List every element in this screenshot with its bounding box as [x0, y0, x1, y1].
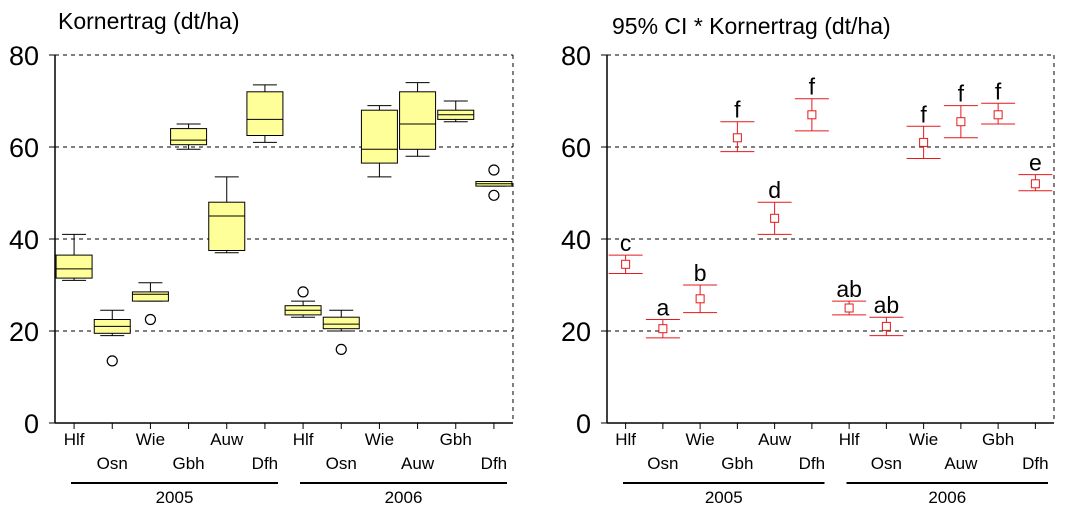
category-label: Wie: [909, 430, 938, 449]
category-label: Wie: [365, 430, 394, 449]
significance-letter: d: [768, 177, 781, 203]
significance-letter: f: [920, 101, 927, 127]
significance-letter: ab: [836, 276, 862, 302]
significance-letter: b: [694, 260, 707, 286]
category-label: Dfh: [252, 454, 278, 473]
category-label: Osn: [871, 454, 902, 473]
y-tick-label: 80: [9, 41, 39, 71]
year-label: 2006: [928, 488, 966, 507]
mean-marker: [844, 303, 854, 313]
box: [208, 201, 246, 251]
category-label: Dfh: [481, 454, 507, 473]
year-label: 2006: [385, 488, 423, 507]
category-label: Osn: [97, 454, 128, 473]
mean-marker: [881, 321, 891, 331]
category-label: Dfh: [799, 454, 825, 473]
mean-marker: [770, 213, 780, 223]
box: [55, 254, 93, 279]
y-tick-label: 0: [576, 409, 591, 439]
y-tick-label: 60: [561, 133, 591, 163]
outlier-point: [106, 355, 118, 367]
outlier-point: [335, 343, 347, 355]
y-tick-label: 0: [24, 409, 39, 439]
category-label: Gbh: [982, 430, 1014, 449]
category-label: Hlf: [293, 430, 314, 449]
significance-letter: f: [995, 78, 1002, 104]
category-label: Wie: [685, 430, 714, 449]
significance-letter: ab: [874, 292, 900, 318]
mean-marker: [993, 110, 1003, 120]
category-label: Auw: [210, 430, 244, 449]
mean-marker: [621, 259, 631, 269]
y-tick-label: 40: [561, 225, 591, 255]
category-label: Osn: [647, 454, 678, 473]
category-label: Hlf: [615, 430, 636, 449]
category-label: Gbh: [440, 430, 472, 449]
mean-marker: [1030, 179, 1040, 189]
outlier-point: [488, 189, 500, 201]
box: [399, 91, 437, 150]
mean-marker: [658, 324, 668, 334]
mean-marker: [732, 133, 742, 143]
significance-letter: f: [734, 97, 741, 123]
year-label: 2005: [156, 488, 194, 507]
outlier-point: [297, 286, 309, 298]
ci-panel: 95% CI * Kornertrag (dt/ha) 0 20 40 60 80 Hlf…: [535, 0, 1069, 509]
significance-letter: c: [620, 230, 632, 256]
category-label: Dfh: [1022, 454, 1048, 473]
y-tick-label: 80: [561, 41, 591, 71]
mean-marker: [919, 137, 929, 147]
significance-letter: e: [1029, 150, 1042, 176]
category-label: Hlf: [839, 430, 860, 449]
y-tick-label: 20: [561, 317, 591, 347]
significance-letter: f: [809, 74, 816, 100]
chart-title: Kornertrag (dt/ha): [58, 8, 240, 34]
category-label: Auw: [401, 454, 435, 473]
mean-marker: [695, 294, 705, 304]
significance-letter: f: [958, 81, 965, 107]
boxplot-panel: Kornertrag (dt/ha) 0 20 40 60 80 Hlf Osn Wie Gbh…: [0, 0, 535, 509]
category-label: Wie: [136, 430, 165, 449]
ci-chart: 020406080HlfOsnWieGbhAuwDfhHlfOsnWieAuwG…: [561, 41, 1055, 507]
category-label: Gbh: [173, 454, 205, 473]
category-label: Hlf: [64, 430, 85, 449]
mean-marker: [956, 117, 966, 127]
chart-title: 95% CI * Kornertrag (dt/ha): [612, 13, 891, 39]
year-label: 2005: [705, 488, 743, 507]
y-tick-label: 60: [9, 133, 39, 163]
y-tick-label: 40: [9, 225, 39, 255]
outlier-point: [488, 164, 500, 176]
category-label: Auw: [944, 454, 978, 473]
boxplot-chart: 0 20 40 60 80 Hlf Osn Wie Gbh Auw Dfh Hlf Osn Wie Auw G…: [9, 41, 514, 507]
box: [360, 109, 398, 164]
box: [170, 128, 208, 146]
mean-marker: [807, 110, 817, 120]
box: [246, 91, 284, 137]
box: [322, 316, 360, 330]
significance-letter: a: [656, 295, 669, 321]
outlier-point: [144, 313, 157, 326]
box: [131, 291, 169, 302]
category-label: Auw: [758, 430, 792, 449]
category-label: Gbh: [721, 454, 753, 473]
category-label: Osn: [326, 454, 357, 473]
y-tick-label: 20: [9, 317, 39, 347]
